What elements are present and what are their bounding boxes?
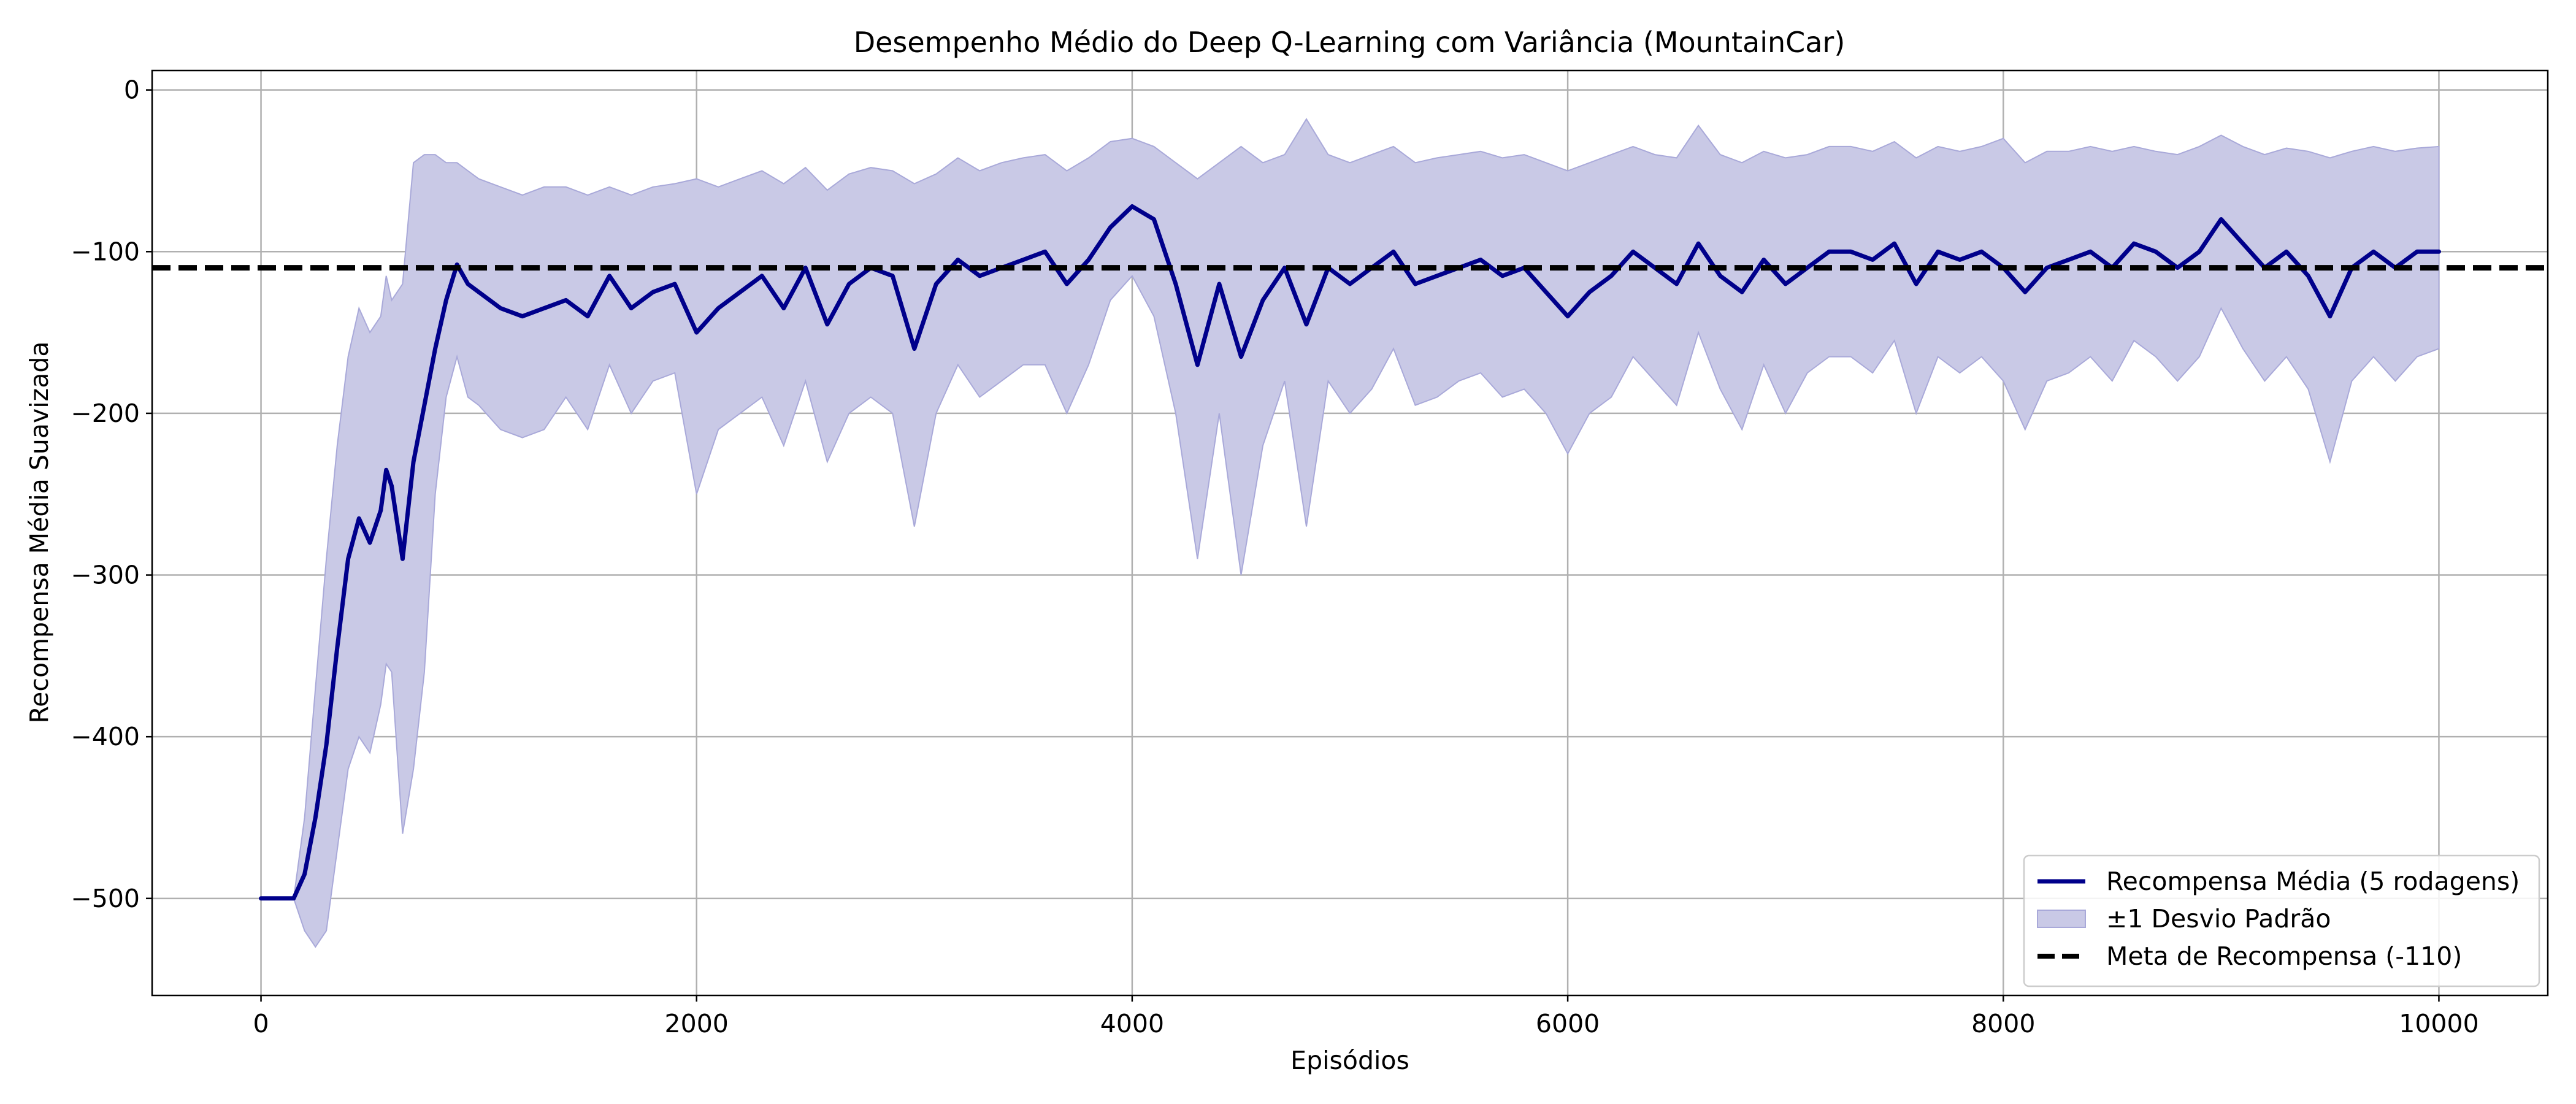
y-tick-label: −400 xyxy=(71,722,140,751)
mean-reward-line xyxy=(259,204,2441,901)
x-tick-label: 10000 xyxy=(2399,1009,2478,1038)
x-tick-label: 2000 xyxy=(665,1009,729,1038)
y-tick-label: −500 xyxy=(71,884,140,913)
plot-frame xyxy=(151,69,2549,997)
y-tick-label: 0 xyxy=(124,75,140,105)
y-tick-label: −200 xyxy=(71,399,140,428)
x-tick-label: 0 xyxy=(253,1009,269,1038)
legend-label-mean: Recompensa Média (5 rodagens) xyxy=(2106,867,2520,896)
x-tick-label: 4000 xyxy=(1100,1009,1164,1038)
tick-layer: 0 2000 4000 6000 8000 10000 −500 −400 −300 −200 −1… xyxy=(71,75,2478,1038)
x-tick-label: 8000 xyxy=(1971,1009,2035,1038)
x-tick-label: 6000 xyxy=(1536,1009,1600,1038)
legend-swatch-band xyxy=(2037,910,2086,928)
legend-label-band: ±1 Desvio Padrão xyxy=(2106,904,2331,933)
legend-label-goal: Meta de Recompensa (-110) xyxy=(2106,941,2462,971)
legend-box xyxy=(2023,854,2540,987)
band-layer xyxy=(261,118,2440,948)
y-axis-label: Recompensa Média Suavizada xyxy=(25,342,54,724)
y-tick-label: −100 xyxy=(71,237,140,266)
std-band-area xyxy=(261,118,2440,948)
line-layer xyxy=(259,204,2441,901)
x-axis-label: Episódios xyxy=(1290,1046,1409,1075)
y-tick-label: −300 xyxy=(71,561,140,590)
chart-title: Desempenho Médio do Deep Q-Learning com … xyxy=(854,26,1846,59)
legend: Recompensa Média (5 rodagens) ±1 Desvio … xyxy=(2023,854,2540,987)
